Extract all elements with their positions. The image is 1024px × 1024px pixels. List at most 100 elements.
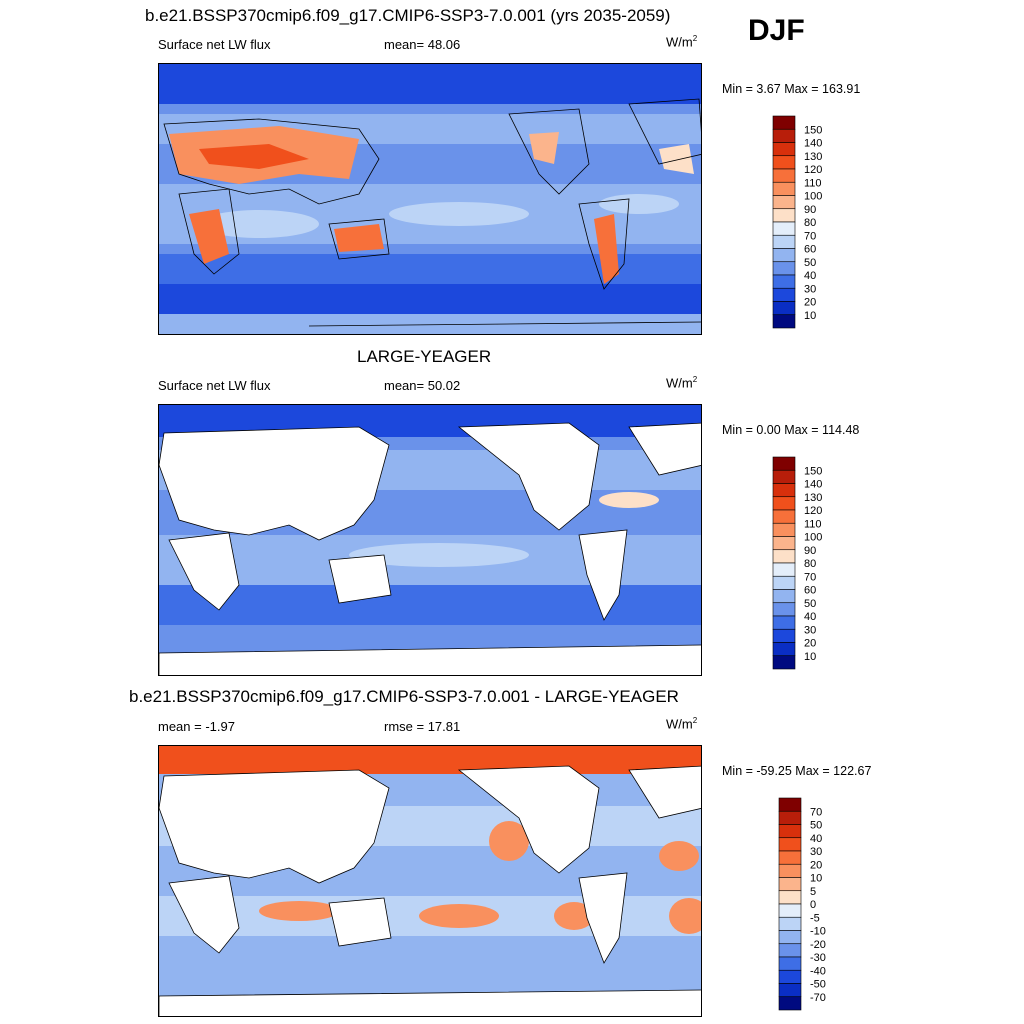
colorbar-tick-label: 60 <box>804 244 816 256</box>
colorbar-box <box>772 562 796 577</box>
colorbar-box <box>772 195 796 210</box>
colorbar-box <box>772 602 796 617</box>
colorbar-box <box>778 810 802 825</box>
panel3-units: W/m2 <box>666 716 698 732</box>
panel1-minmax: Min = 3.67 Max = 163.91 <box>722 82 861 96</box>
colorbar-box <box>772 522 796 537</box>
panel1-mean: mean= 48.06 <box>384 37 461 52</box>
colorbar-box <box>772 536 796 551</box>
colorbar-tick-label: 10 <box>810 873 822 885</box>
colorbar-box <box>772 128 796 143</box>
colorbar-box <box>778 890 802 905</box>
colorbar-tick-label: -30 <box>810 952 826 964</box>
panel3-mean: mean = -1.97 <box>158 719 235 734</box>
colorbar-tick-label: 20 <box>804 297 816 309</box>
colorbar-box <box>778 983 802 998</box>
panel1-title: b.e21.BSSP370cmip6.f09_g17.CMIP6-SSP3-7.… <box>145 6 671 25</box>
panel3-colorbar: 70 50 40 30 20 10 5 0 -5 -10 -20 -30 -40 -50 -70 <box>778 797 858 1012</box>
colorbar-tick-label: 150 <box>804 465 822 477</box>
colorbar-box <box>772 509 796 524</box>
colorbar-box <box>772 655 796 670</box>
panel3-map <box>158 745 702 1017</box>
panel1-variable: Surface net LW flux <box>158 37 271 52</box>
colorbar-box <box>772 575 796 590</box>
colorbar-box <box>778 996 802 1011</box>
colorbar-box <box>778 863 802 878</box>
colorbar-box <box>778 797 802 812</box>
colorbar-box <box>772 589 796 604</box>
colorbar-tick-label: -5 <box>810 912 820 924</box>
colorbar-tick-label: 10 <box>804 310 816 322</box>
colorbar-box <box>772 314 796 329</box>
colorbar-tick-label: 100 <box>804 532 822 544</box>
colorbar-tick-label: 40 <box>804 270 816 282</box>
colorbar-tick-label: 20 <box>810 859 822 871</box>
colorbar-box <box>772 496 796 511</box>
colorbar-tick-label: 70 <box>810 806 822 818</box>
colorbar-box <box>778 903 802 918</box>
colorbar-box <box>772 287 796 302</box>
colorbar-box <box>772 261 796 276</box>
panel2-mean: mean= 50.02 <box>384 378 461 393</box>
colorbar-tick-label: 150 <box>804 124 822 136</box>
panel1-map <box>158 63 702 335</box>
colorbar-box <box>778 824 802 839</box>
panel2-title: LARGE-YEAGER <box>357 347 492 366</box>
colorbar-box <box>778 877 802 892</box>
colorbar-tick-label: 10 <box>804 651 816 663</box>
colorbar-box <box>772 274 796 289</box>
colorbar-box <box>772 221 796 236</box>
colorbar-tick-label: 20 <box>804 638 816 650</box>
panel2-units: W/m2 <box>666 375 698 391</box>
colorbar-box <box>772 142 796 157</box>
colorbar-box <box>778 956 802 971</box>
colorbar-box <box>772 234 796 249</box>
colorbar-tick-label: 120 <box>804 164 822 176</box>
colorbar-box <box>772 248 796 263</box>
colorbar-box <box>772 301 796 316</box>
panel2-map <box>158 404 702 676</box>
colorbar-box <box>772 155 796 170</box>
colorbar-box <box>772 168 796 183</box>
colorbar-tick-label: 90 <box>804 204 816 216</box>
colorbar-tick-label: 5 <box>810 886 816 898</box>
colorbar-tick-label: 120 <box>804 505 822 517</box>
colorbar-box <box>778 916 802 931</box>
colorbar-box <box>772 615 796 630</box>
colorbar-tick-label: 30 <box>804 624 816 636</box>
colorbar-box <box>772 456 796 471</box>
colorbar-box <box>778 850 802 865</box>
colorbar-tick-label: 40 <box>810 833 822 845</box>
colorbar-box <box>778 837 802 852</box>
colorbar-tick-label: 70 <box>804 230 816 242</box>
colorbar-tick-label: 0 <box>810 899 816 911</box>
panel3-rmse: rmse = 17.81 <box>384 719 461 734</box>
panel2-minmax: Min = 0.00 Max = 114.48 <box>722 423 860 437</box>
colorbar-tick-label: -10 <box>810 926 826 938</box>
colorbar-tick-label: -40 <box>810 965 826 977</box>
colorbar-tick-label: -70 <box>810 992 826 1004</box>
colorbar-tick-label: 130 <box>804 151 822 163</box>
colorbar-tick-label: 130 <box>804 492 822 504</box>
colorbar-tick-label: 60 <box>804 585 816 597</box>
colorbar-box <box>778 943 802 958</box>
colorbar-tick-label: 110 <box>804 518 822 530</box>
colorbar-tick-label: 140 <box>804 138 822 150</box>
colorbar-tick-label: 80 <box>804 558 816 570</box>
colorbar-tick-label: 100 <box>804 191 822 203</box>
colorbar-tick-label: 70 <box>804 571 816 583</box>
season-label: DJF <box>748 14 805 47</box>
colorbar-box <box>778 969 802 984</box>
panel3-title: b.e21.BSSP370cmip6.f09_g17.CMIP6-SSP3-7.… <box>129 687 679 706</box>
panel1-colorbar: 150 140 130 120 110 100 90 80 70 60 50 40 30 20 10 <box>772 115 852 330</box>
colorbar-tick-label: 50 <box>804 598 816 610</box>
colorbar-tick-label: 90 <box>804 545 816 557</box>
colorbar-tick-label: 30 <box>804 283 816 295</box>
colorbar-box <box>772 549 796 564</box>
panel2-colorbar: 150 140 130 120 110 100 90 80 70 60 50 40 30 20 10 <box>772 456 852 671</box>
colorbar-tick-label: -20 <box>810 939 826 951</box>
colorbar-box <box>772 483 796 498</box>
